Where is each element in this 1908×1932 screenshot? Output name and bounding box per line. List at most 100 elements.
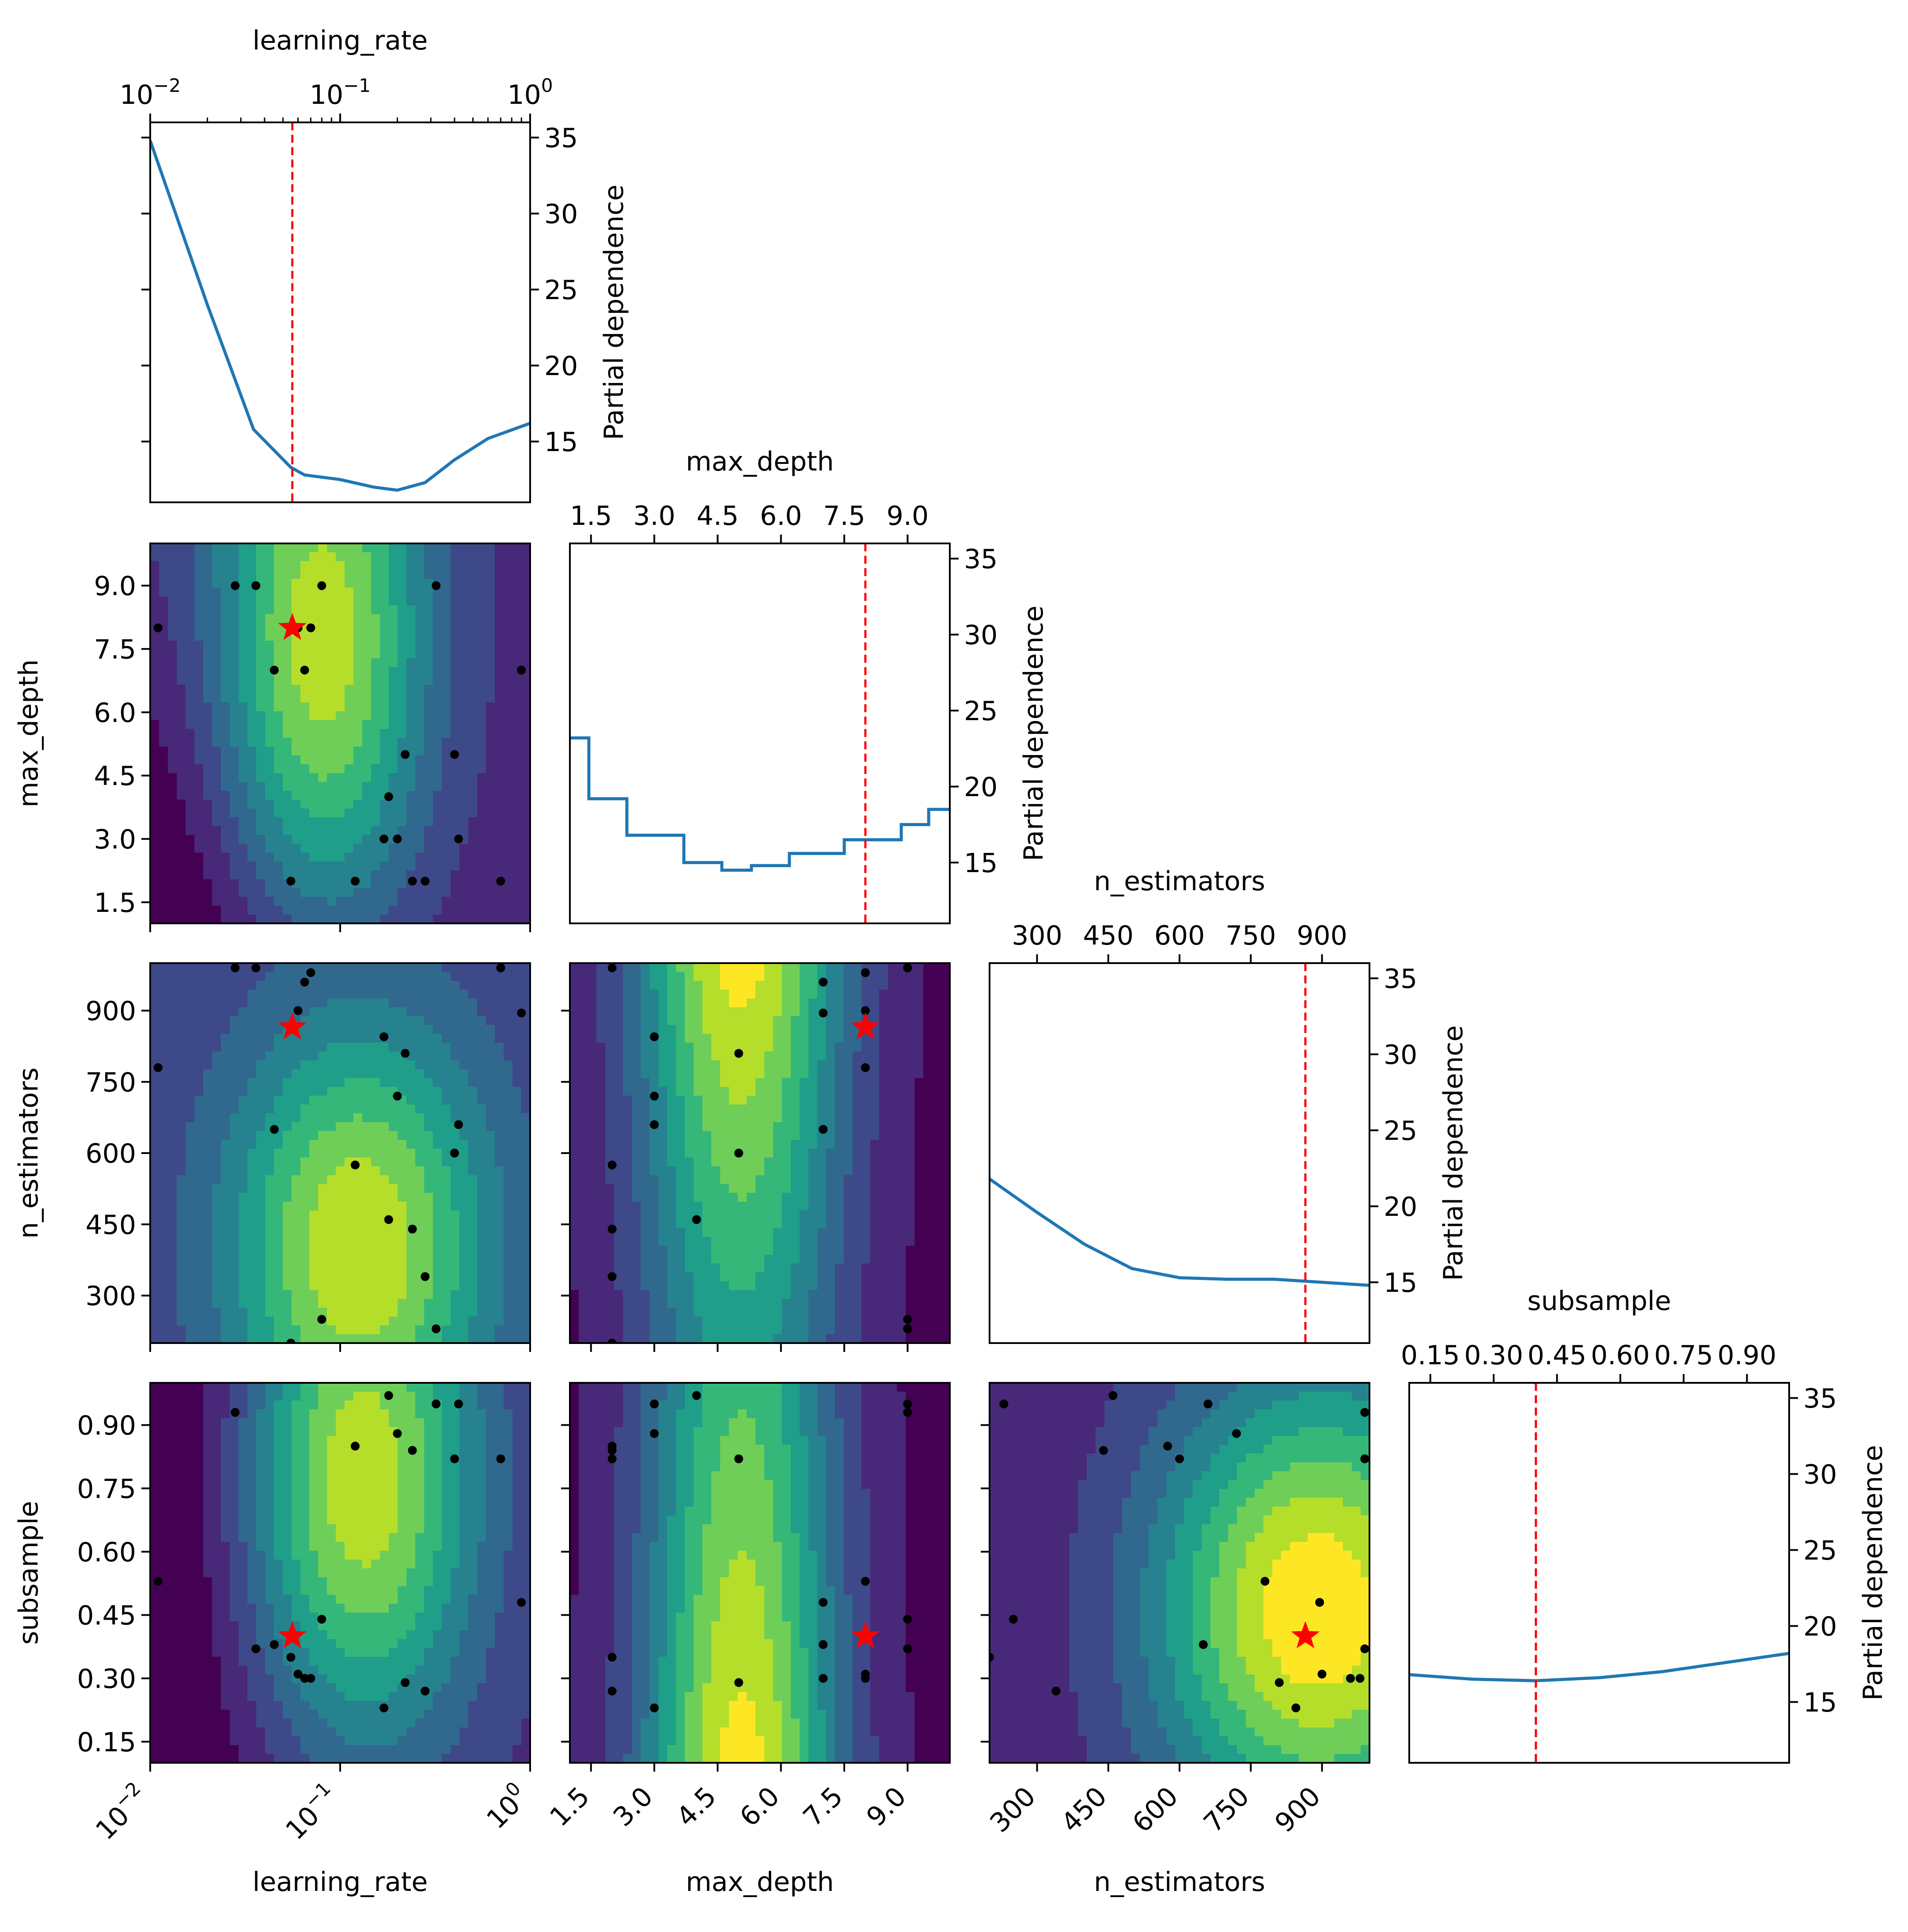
contour-cell	[442, 800, 451, 809]
contour-cell	[685, 1140, 694, 1149]
contour-cell	[406, 605, 416, 615]
contour-cell	[389, 543, 398, 553]
contour-cell	[504, 1051, 513, 1061]
contour-cell	[309, 773, 319, 782]
contour-cell	[477, 963, 486, 972]
contour-cell	[676, 1246, 685, 1255]
contour-cell	[168, 1334, 177, 1343]
contour-cell	[230, 835, 239, 844]
contour-cell	[380, 755, 389, 765]
contour-cell	[596, 1140, 606, 1149]
contour-cell	[442, 711, 451, 721]
contour-cell	[362, 1087, 372, 1096]
contour-cell	[747, 1087, 756, 1096]
contour-cell	[415, 1334, 425, 1343]
contour-cell	[442, 1246, 451, 1255]
contour-cell	[773, 1334, 782, 1343]
contour-cell	[521, 702, 530, 712]
contour-cell	[239, 561, 248, 570]
contour-cell	[477, 1264, 486, 1273]
contour-cell	[747, 998, 756, 1008]
contour-cell	[442, 826, 451, 835]
contour-cell	[433, 702, 442, 712]
contour-cell	[309, 1069, 319, 1078]
contour-cell	[336, 1237, 345, 1246]
contour-cell	[570, 1308, 579, 1317]
contour-cell	[685, 1175, 694, 1184]
contour-cell	[729, 972, 738, 981]
contour-cell	[309, 1246, 319, 1255]
contour-cell	[168, 720, 177, 729]
contour-cell	[159, 588, 168, 597]
contour-cell	[477, 853, 486, 862]
contour-cell	[186, 702, 195, 712]
contour-cell	[588, 1140, 597, 1149]
contour-cell	[764, 1334, 774, 1343]
contour-cell	[353, 972, 363, 981]
contour-cell	[398, 879, 407, 888]
contour-cell	[371, 552, 380, 562]
contour-cell	[667, 1219, 676, 1229]
contour-cell	[773, 972, 782, 981]
contour-cell	[300, 755, 310, 765]
contour-cell	[256, 1334, 266, 1343]
contour-cell	[468, 552, 478, 562]
contour-cell	[274, 998, 283, 1008]
contour-cell	[521, 888, 530, 897]
contour-cell	[504, 596, 513, 606]
contour-cell	[477, 782, 486, 791]
contour-cell	[588, 1087, 597, 1096]
contour-cell	[459, 879, 469, 888]
contour-cell	[424, 862, 433, 871]
contour-cell	[274, 738, 283, 747]
contour-cell	[194, 588, 204, 597]
contour-cell	[406, 720, 416, 729]
contour-cell	[265, 1078, 274, 1087]
contour-cell	[318, 676, 327, 685]
contour-cell	[442, 738, 451, 747]
contour-cell	[292, 1272, 301, 1282]
contour-cell	[579, 1131, 588, 1140]
contour-cell	[521, 570, 530, 579]
contour-cell	[747, 1149, 756, 1158]
contour-cell	[791, 1016, 800, 1025]
contour-cell	[570, 1016, 579, 1025]
contour-cell	[265, 747, 274, 756]
contour-cell	[380, 1087, 389, 1096]
contour-cell	[371, 963, 380, 972]
contour-cell	[318, 1051, 327, 1061]
contour-cell	[415, 685, 425, 694]
contour-cell	[309, 579, 319, 588]
contour-cell	[345, 1211, 354, 1220]
contour-cell	[230, 1325, 239, 1335]
contour-cell	[451, 998, 460, 1008]
contour-cell	[362, 720, 372, 729]
contour-cell	[159, 658, 168, 668]
contour-cell	[521, 800, 530, 809]
contour-cell	[521, 1308, 530, 1317]
contour-cell	[406, 570, 416, 579]
contour-cell	[398, 632, 407, 641]
contour-cell	[230, 747, 239, 756]
contour-cell	[702, 1060, 712, 1070]
contour-cell	[398, 1272, 407, 1282]
contour-cell	[309, 649, 319, 659]
contour-cell	[406, 1175, 416, 1184]
contour-cell	[265, 972, 274, 981]
contour-cell	[477, 605, 486, 615]
contour-cell	[318, 906, 327, 915]
contour-cell	[521, 1087, 530, 1096]
contour-cell	[203, 888, 212, 897]
contour-cell	[596, 1317, 606, 1326]
contour-cell	[477, 720, 486, 729]
contour-cell	[362, 570, 372, 579]
contour-cell	[451, 808, 460, 818]
contour-cell	[504, 1211, 513, 1220]
contour-cell	[641, 1131, 650, 1140]
contour-cell	[159, 1281, 168, 1291]
contour-cell	[159, 844, 168, 853]
contour-cell	[194, 808, 204, 818]
contour-cell	[336, 1087, 345, 1096]
contour-cell	[433, 596, 442, 606]
contour-cell	[459, 1290, 469, 1299]
